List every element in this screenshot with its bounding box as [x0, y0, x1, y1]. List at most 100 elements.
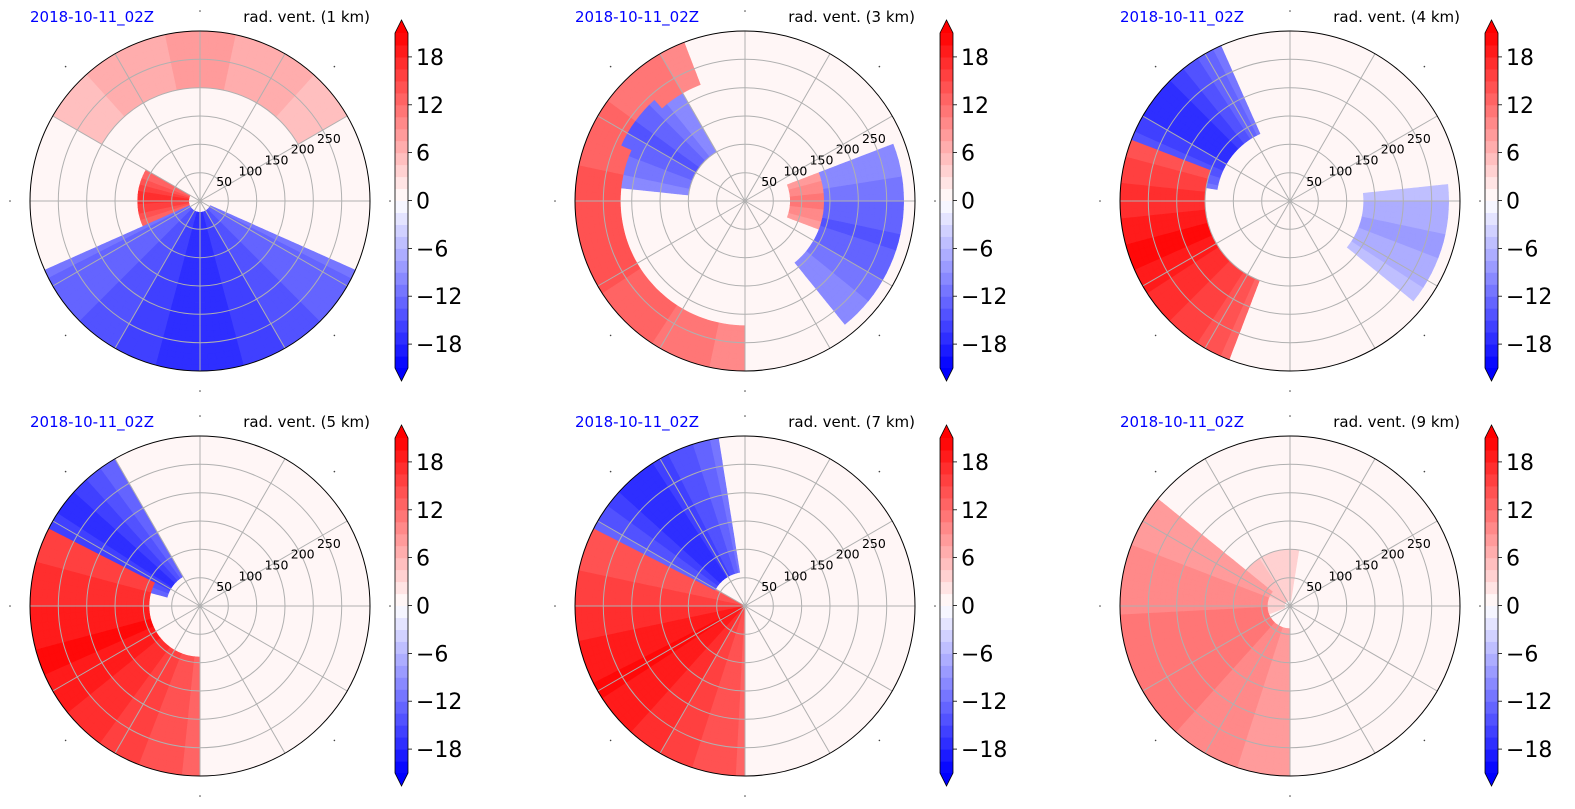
heatmap-cell: [586, 208, 594, 218]
heatmap-cell: [205, 318, 214, 326]
heatmap-cell: [591, 192, 599, 202]
heatmap-cell: [1431, 200, 1438, 210]
heatmap-field: [575, 41, 905, 371]
radial-tick-label: 50: [216, 174, 232, 189]
heatmap-cell: [1170, 188, 1178, 196]
heatmap-cell: [1436, 184, 1444, 194]
heatmap-cell: [1181, 200, 1189, 207]
colorbar-band: [395, 284, 408, 297]
heatmap-cell: [46, 613, 54, 623]
heatmap-cell: [1170, 200, 1178, 208]
heatmap-cell: [602, 200, 610, 209]
colorbar-band: [940, 344, 953, 357]
heatmap-cell: [199, 313, 207, 321]
heatmap-cell: [1181, 195, 1189, 202]
heatmap-cell: [199, 36, 209, 43]
colorbar-tick-label: −6: [961, 237, 993, 262]
heatmap-cell: [1125, 183, 1133, 194]
heatmap-cell: [199, 330, 208, 338]
colorbar-tick-label: 12: [1506, 94, 1534, 119]
heatmap-cell: [183, 347, 193, 355]
colorbar-band: [940, 56, 953, 70]
heatmap-cell: [108, 605, 116, 612]
angular-tick-mark: [1154, 65, 1157, 68]
colorbar-tick-label: 18: [961, 46, 989, 71]
heatmap-cell: [189, 290, 196, 298]
heatmap-cell: [818, 200, 825, 206]
heatmap-cell: [1419, 207, 1427, 216]
heatmap-cell: [897, 200, 905, 210]
radial-tick-label: 150: [265, 153, 289, 168]
colorbar-band: [1485, 224, 1498, 237]
heatmap-cell: [1380, 195, 1387, 202]
colorbar-tick-label: −18: [416, 333, 462, 358]
heatmap-cell: [103, 605, 110, 612]
heatmap-cell: [608, 207, 616, 216]
colorbar-band: [940, 224, 953, 237]
heatmap-cell: [728, 352, 738, 360]
heatmap-cell: [1380, 200, 1387, 207]
heatmap-cell: [199, 359, 209, 366]
angular-tick-mark: [389, 200, 391, 202]
heatmap-cell: [1441, 208, 1449, 218]
heatmap-cell: [846, 200, 854, 207]
colorbar-band: [940, 188, 953, 201]
heatmap-cell: [206, 70, 214, 78]
heatmap-cell: [1385, 205, 1393, 213]
heatmap-cell: [614, 207, 622, 215]
heatmap-cell: [187, 313, 195, 321]
heatmap-cell: [41, 589, 49, 599]
heatmap-cell: [191, 53, 201, 60]
heatmap-cell: [1165, 187, 1173, 196]
heatmap-cell: [182, 36, 193, 44]
heatmap-cell: [839, 210, 847, 218]
heatmap-cell: [114, 596, 122, 603]
heatmap-cell: [608, 193, 616, 202]
colorbar-band: [395, 272, 408, 285]
colorbar-band: [940, 236, 953, 249]
heatmap-cell: [580, 192, 587, 202]
angular-tick-mark: [199, 390, 201, 392]
heatmap-cell: [614, 193, 621, 202]
heatmap-cell: [897, 192, 905, 202]
heatmap-cell: [840, 189, 848, 197]
heatmap-cell: [895, 175, 904, 186]
grid-spoke: [659, 53, 746, 202]
heatmap-cell: [737, 325, 746, 332]
heatmap-cell: [191, 268, 197, 275]
heatmap-cell: [1402, 200, 1410, 208]
heatmap-cell: [192, 58, 201, 66]
heatmap-cell: [74, 599, 82, 607]
colorbar-band: [1485, 296, 1498, 309]
heatmap-cell: [862, 187, 870, 196]
heatmap-cell: [1402, 194, 1410, 202]
radial-tick-label: 200: [836, 142, 860, 157]
heatmap-cell: [580, 183, 588, 194]
heatmap-cell: [874, 200, 882, 209]
heatmap-cell: [894, 167, 903, 178]
panel-date-label: 2018-10-11_02Z: [30, 8, 154, 27]
heatmap-cell: [614, 200, 621, 209]
heatmap-cell: [591, 200, 599, 210]
heatmap-cell: [580, 208, 588, 219]
heatmap-cell: [192, 70, 201, 77]
heatmap-cell: [184, 290, 191, 298]
heatmap-cell: [602, 193, 610, 202]
heatmap-cell: [191, 342, 201, 349]
colorbar-band: [940, 332, 953, 345]
heatmap-cell: [829, 200, 837, 207]
colorbar-band: [395, 152, 408, 166]
grid-spoke: [659, 200, 746, 349]
colorbar-band: [1485, 320, 1498, 333]
angular-tick-mark: [934, 200, 936, 202]
heatmap-cell: [869, 200, 876, 209]
radial-tick-label: 250: [317, 131, 341, 146]
colorbar-band: [1485, 284, 1498, 297]
heatmap-cell: [1440, 216, 1449, 227]
heatmap-cell: [199, 308, 207, 315]
heatmap-cell: [868, 207, 876, 215]
heatmap-cell: [30, 605, 37, 616]
